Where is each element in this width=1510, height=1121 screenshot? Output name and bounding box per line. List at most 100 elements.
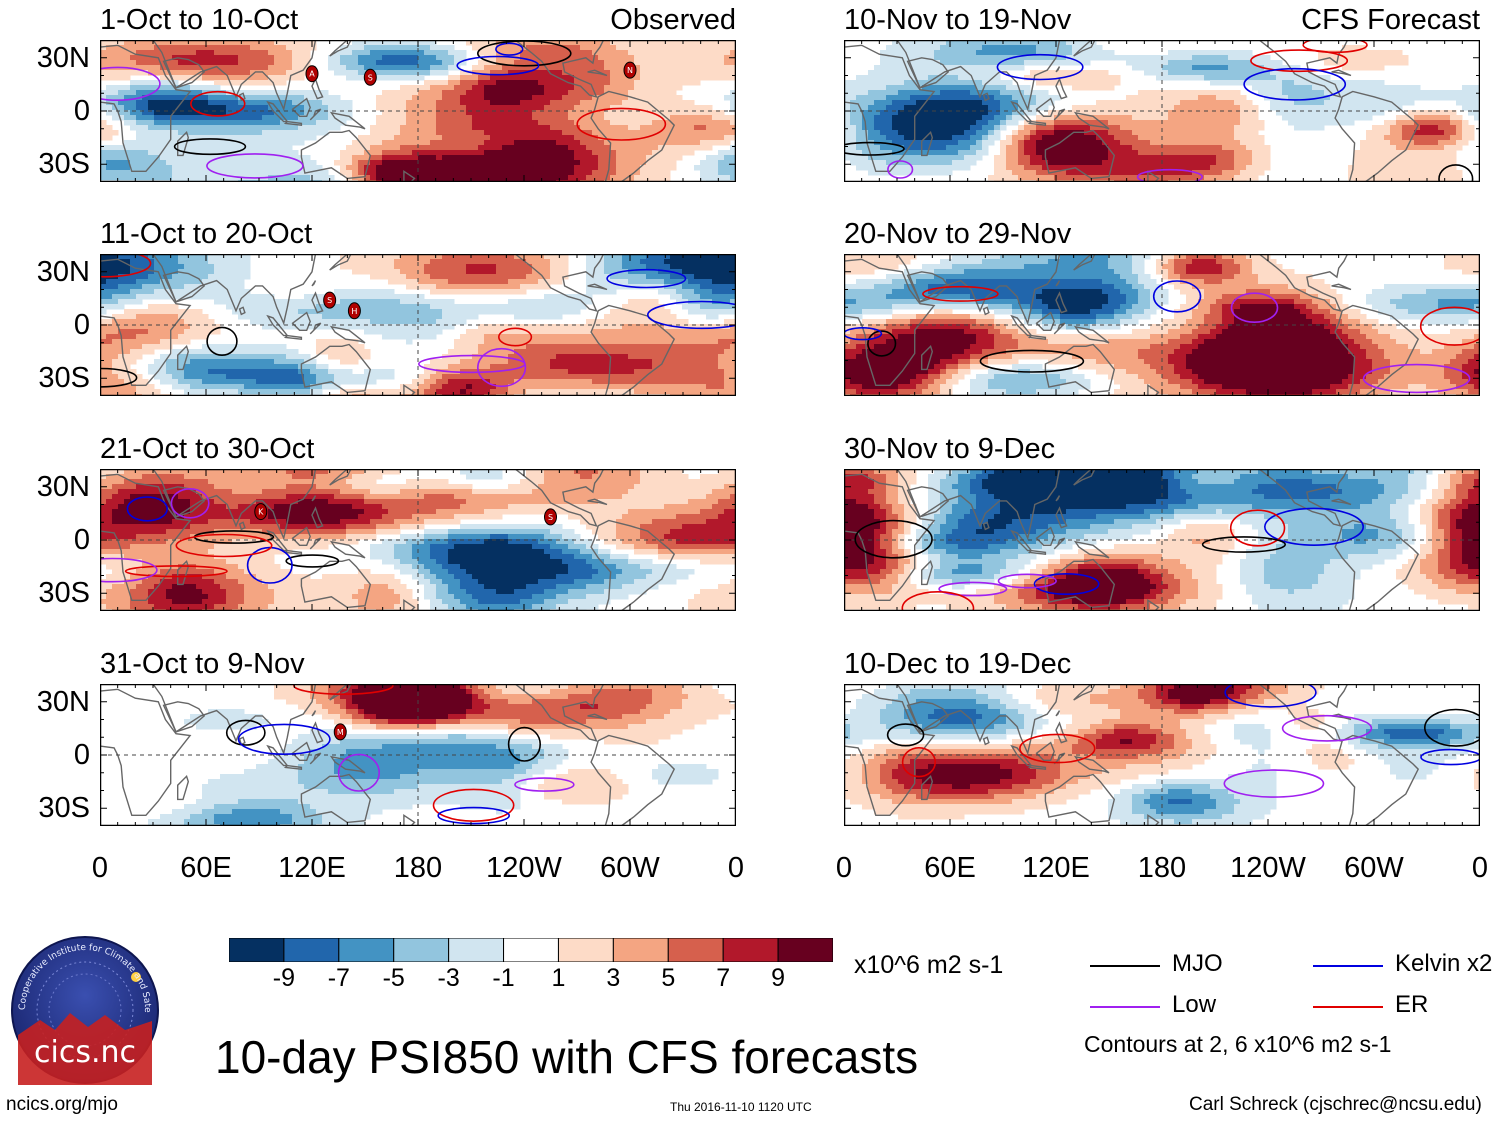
wave-contour	[887, 160, 914, 179]
wave-contour	[237, 723, 331, 756]
map-svg	[844, 684, 1480, 826]
latitude-label: 30S	[10, 363, 90, 393]
wave-contour	[854, 519, 933, 559]
wave-contour	[647, 300, 736, 330]
colorbar-swatch	[283, 937, 340, 963]
wave-contour	[246, 546, 293, 584]
wave-contour	[225, 719, 266, 746]
wave-contour	[901, 746, 937, 778]
map-svg: KS	[100, 469, 736, 611]
colorbar-tick: 3	[588, 964, 638, 993]
wave-contour	[498, 327, 533, 347]
wave-contour	[1224, 684, 1317, 708]
wave-contour	[844, 327, 883, 341]
longitude-label: 180	[1102, 853, 1222, 883]
storm-icon	[333, 723, 347, 741]
latitude-label: 30S	[10, 793, 90, 823]
panel-period: 11-Oct to 20-Oct	[100, 219, 312, 249]
panel-period: 31-Oct to 9-Nov	[100, 649, 305, 679]
wave-contour	[337, 753, 380, 792]
wave-contour	[938, 581, 1008, 597]
wave-contour	[1230, 292, 1279, 324]
contour-note: Contours at 2, 6 x10^6 m2 s-1	[1084, 1031, 1391, 1058]
storm-icon	[347, 302, 361, 320]
wave-contour	[997, 573, 1057, 589]
panel-period: 10-Dec to 19-Dec	[844, 649, 1071, 679]
colorbar	[228, 937, 834, 963]
storm-icon	[363, 68, 377, 86]
colorbar-tick: -9	[259, 964, 309, 993]
colorbar-tick: 1	[533, 964, 583, 993]
wave-contour	[432, 788, 515, 823]
wave-contour	[1033, 573, 1100, 596]
wave-contour	[1250, 49, 1349, 73]
legend-line	[1313, 965, 1383, 967]
wave-contour	[437, 806, 511, 825]
longitude-label: 120W	[1208, 853, 1328, 883]
colorbar-units: x10^6 m2 s-1	[854, 951, 1003, 980]
longitude-label: 0	[784, 853, 904, 883]
wave-contour	[1223, 769, 1325, 798]
latitude-label: 0	[10, 525, 90, 555]
wave-contour	[124, 565, 228, 578]
wave-contour	[100, 66, 161, 101]
panel-period: 1-Oct to 10-Oct	[100, 5, 298, 35]
longitude-label: 0	[676, 853, 796, 883]
longitude-label: 120E	[996, 853, 1116, 883]
wave-contour	[1419, 306, 1480, 346]
colorbar-swatch	[722, 937, 779, 963]
colorbar-tick: 7	[698, 964, 748, 993]
storm-letter: N	[627, 66, 633, 75]
footer-timestamp: Thu 2016-11-10 1120 UTC	[670, 1100, 812, 1114]
wave-contour	[170, 487, 210, 519]
map-svg: M	[100, 684, 736, 826]
wave-contour	[477, 347, 527, 388]
map-svg	[844, 254, 1480, 396]
wave-contour	[190, 90, 246, 117]
storm-icon	[623, 61, 637, 79]
legend-line	[1313, 1006, 1383, 1008]
coastlines	[100, 254, 676, 396]
wave-contour	[1019, 733, 1096, 764]
panel-period: 30-Nov to 9-Dec	[844, 434, 1055, 464]
coastlines	[844, 469, 1420, 611]
map-panel	[844, 469, 1480, 611]
storm-letter: K	[258, 508, 264, 517]
storm-marker: S	[544, 508, 557, 526]
panel-period: 21-Oct to 30-Oct	[100, 434, 314, 464]
wave-contour	[1263, 507, 1364, 547]
storm-icon	[544, 508, 557, 526]
colorbar-tick: -1	[479, 964, 529, 993]
wave-contour	[100, 557, 158, 583]
wave-contour	[606, 268, 687, 289]
wave-contour	[1420, 748, 1480, 766]
legend-label: ER	[1395, 991, 1428, 1019]
wave-contour	[996, 53, 1084, 81]
map-svg: SH	[100, 254, 736, 396]
panel-period: 10-Nov to 19-Nov	[844, 5, 1071, 35]
storm-letter: S	[548, 513, 553, 522]
storm-letter: S	[368, 73, 373, 82]
wave-contour	[126, 496, 168, 522]
wave-contour	[1229, 509, 1286, 547]
storm-letter: H	[351, 307, 357, 316]
map-panel	[844, 254, 1480, 396]
wave-contour	[576, 107, 667, 141]
storm-icon	[323, 291, 337, 309]
colorbar-swatch	[557, 937, 614, 963]
longitude-label: 60E	[890, 853, 1010, 883]
wave-contour	[206, 153, 304, 179]
colorbar-tick: 9	[753, 964, 803, 993]
storm-marker: S	[363, 68, 377, 86]
latitude-label: 0	[10, 96, 90, 126]
psi-field	[100, 254, 736, 396]
longitude-label: 120W	[464, 853, 584, 883]
legend-line	[1090, 965, 1160, 967]
wave-contour	[1281, 714, 1373, 742]
legend-line	[1090, 1006, 1160, 1008]
map-svg	[844, 40, 1480, 182]
wave-contour	[901, 591, 975, 611]
wave-contour	[1152, 280, 1202, 313]
